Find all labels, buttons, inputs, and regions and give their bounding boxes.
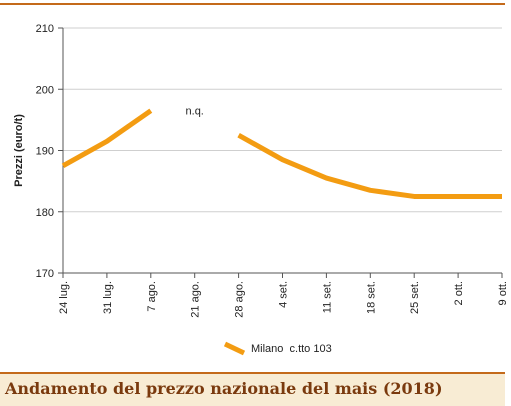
series-line	[237, 133, 502, 199]
annotation-label: n.q.	[186, 106, 204, 118]
chart-caption: Andamento del prezzo nazionale del mais …	[5, 379, 443, 398]
x-tick-label: 31 lug.	[102, 281, 114, 314]
x-tick-label: 9 ott.	[497, 281, 509, 305]
y-tick-label: 200	[36, 84, 54, 96]
y-tick-label: 180	[36, 207, 54, 219]
caption-bar: Andamento del prezzo nazionale del mais …	[0, 372, 505, 406]
gridlines	[63, 27, 502, 213]
x-tick-label: 24 lug.	[58, 281, 70, 314]
x-tick-label: 28 ago.	[234, 281, 246, 318]
y-tick-labels: 170 180 190 200 210	[36, 23, 54, 280]
line-chart: 170 180 190 200 210 24 lug. 31 lug. 7 ago. 21 a…	[13, 23, 509, 356]
y-axis-label: Prezzi (euro/t)	[13, 114, 25, 187]
legend-label: Milano c.tto 103	[251, 343, 332, 355]
series-line	[61, 108, 153, 168]
x-tick-label: 21 ago.	[190, 281, 202, 318]
series	[61, 108, 502, 199]
y-tick-label: 210	[36, 23, 54, 35]
x-tick-label: 2 ott.	[453, 281, 465, 305]
x-tick-label: 25 set.	[409, 281, 421, 314]
axes	[58, 27, 503, 278]
x-tick-label: 4 set.	[278, 281, 290, 308]
y-tick-label: 190	[36, 146, 54, 158]
legend: Milano c.tto 103	[223, 341, 332, 356]
y-tick-label: 170	[36, 268, 54, 280]
legend-swatch	[223, 341, 246, 356]
x-tick-label: 7 ago.	[146, 281, 158, 312]
annotations: n.q.	[186, 106, 204, 118]
x-tick-labels: 24 lug. 31 lug. 7 ago. 21 ago. 28 ago. 4 set.…	[58, 281, 509, 318]
top-rule	[0, 3, 505, 5]
x-tick-label: 11 set.	[321, 281, 333, 313]
x-tick-label: 18 set.	[365, 281, 377, 314]
